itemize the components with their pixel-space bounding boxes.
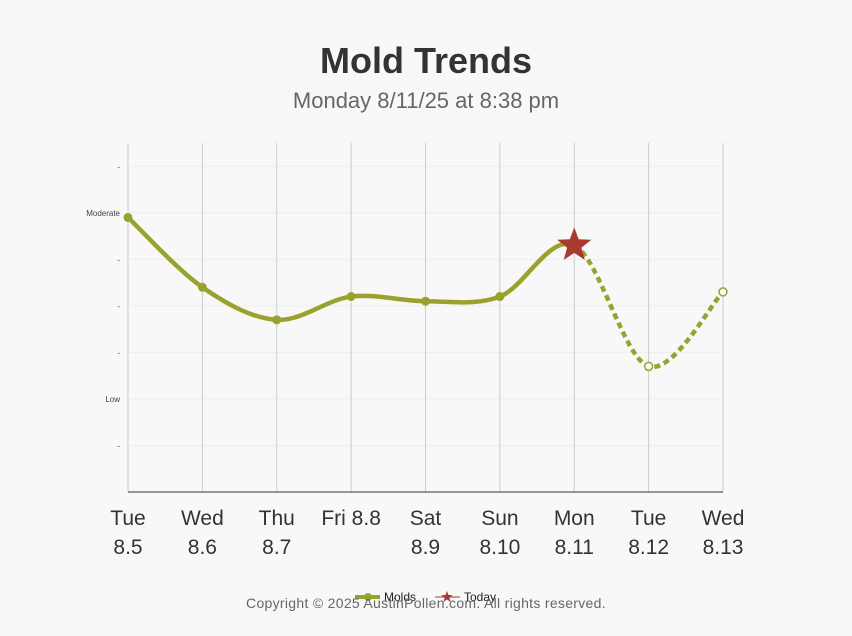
data-point[interactable] [197,282,207,292]
x-tick-label-day: Mon [554,507,595,530]
legend-molds-label: Molds [384,590,416,604]
x-tick-label-date: 8.12 [628,536,669,559]
grid-lines [127,143,724,492]
x-tick-label-date: 8.9 [411,536,440,559]
x-tick-label-day: Tue [110,507,145,530]
data-point[interactable] [272,315,282,325]
data-point[interactable] [123,212,133,222]
legend-today-label: Today [464,590,496,604]
today-star-marker[interactable] [557,227,592,260]
data-point[interactable] [421,296,430,306]
x-tick-label-day: Fri 8.8 [321,507,381,530]
x-tick-label-day: Thu [259,507,295,530]
forecast-point[interactable] [643,361,654,372]
data-point[interactable] [346,292,356,302]
legend-today-star-icon [441,591,453,602]
x-tick-label-date: 8.5 [113,536,142,559]
x-tick-label-date: 8.11 [555,536,594,559]
forecast-point[interactable] [718,287,728,297]
x-tick-label-date: 8.10 [479,536,520,559]
x-tick-label-day: Sun [481,507,518,530]
y-axis-labels: - Low - - - Moderate - [86,162,120,450]
series-points [123,212,728,372]
legend: Molds Today [355,590,496,604]
y-tick-label: - [117,441,120,450]
x-tick-label-date: 8.7 [262,536,291,559]
legend-molds-dot [364,593,372,601]
y-tick-label: - [117,162,120,171]
legend-item-today[interactable]: Today [435,590,496,604]
chart-subtitle: Monday 8/11/25 at 8:38 pm [292,88,560,113]
y-tick-label: Low [105,395,120,404]
y-tick-label: - [117,348,120,357]
today-marker-group [557,227,592,260]
y-tick-label: - [117,302,120,311]
x-tick-label-date: 8.13 [703,536,744,559]
x-tick-label-day: Wed [702,507,745,530]
legend-item-molds[interactable]: Molds [355,590,416,604]
y-tick-label: Moderate [86,209,120,218]
x-tick-label-day: Sat [410,507,442,530]
x-axis-labels: Tue 8.5 Wed 8.6 Thu 8.7 Fri 8.8 Sat 8.9 Sun 8.10 Mo… [110,507,744,559]
copyright-text: Copyright © 2025 AustinPollen.com. All r… [246,595,606,611]
x-tick-label-day: Tue [631,507,666,530]
chart-title: Mold Trends [319,40,532,81]
x-tick-label-day: Wed [181,507,224,530]
x-tick-label-date: 8.6 [188,536,217,559]
data-point[interactable] [495,292,505,302]
y-tick-label: - [117,255,120,264]
